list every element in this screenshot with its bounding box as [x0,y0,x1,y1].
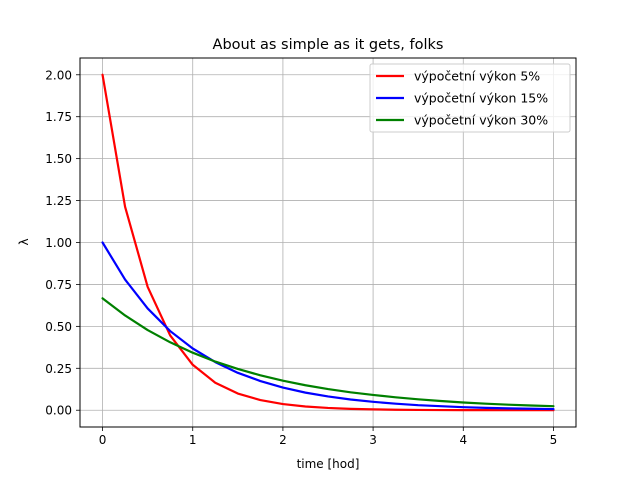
legend-label-2: výpočetní výkon 15% [414,91,548,106]
x-axis-ticks: 0 1 2 3 4 5 [99,427,558,447]
x-tick-label: 4 [459,433,467,447]
x-tick-label: 5 [550,433,558,447]
legend: výpočetní výkon 5% výpočetní výkon 15% výp… [369,63,571,133]
x-tick-label: 1 [189,433,197,447]
y-tick-label: 2.00 [45,68,72,82]
legend-label-3: výpočetní výkon 30% [414,113,548,128]
series-line-3 [101,297,555,408]
y-tick-label: 0.25 [45,362,72,376]
y-tick-label: 1.75 [45,110,72,124]
legend-label-1: výpočetní výkon 5% [414,69,540,84]
y-tick-label: 1.50 [45,152,72,166]
x-axis-label: time [hod] [297,457,360,471]
y-axis-ticks: 0.00 0.25 0.50 0.75 1.00 1.25 1.50 1.75 2.00 [45,68,80,418]
x-tick-label: 2 [279,433,287,447]
series-line-2 [101,241,555,411]
chart-title: About as simple as it gets, folks [213,37,444,53]
y-tick-label: 0.50 [45,320,72,334]
y-tick-label: 1.25 [45,194,72,208]
x-tick-label: 0 [99,433,107,447]
legend-box [369,63,571,133]
y-tick-label: 0.75 [45,278,72,292]
series-lines [101,73,555,412]
grid [80,58,576,427]
x-tick-label: 3 [369,433,377,447]
y-tick-label: 1.00 [45,236,72,250]
y-tick-label: 0.00 [45,404,72,418]
y-axis-label: λ [17,238,31,245]
